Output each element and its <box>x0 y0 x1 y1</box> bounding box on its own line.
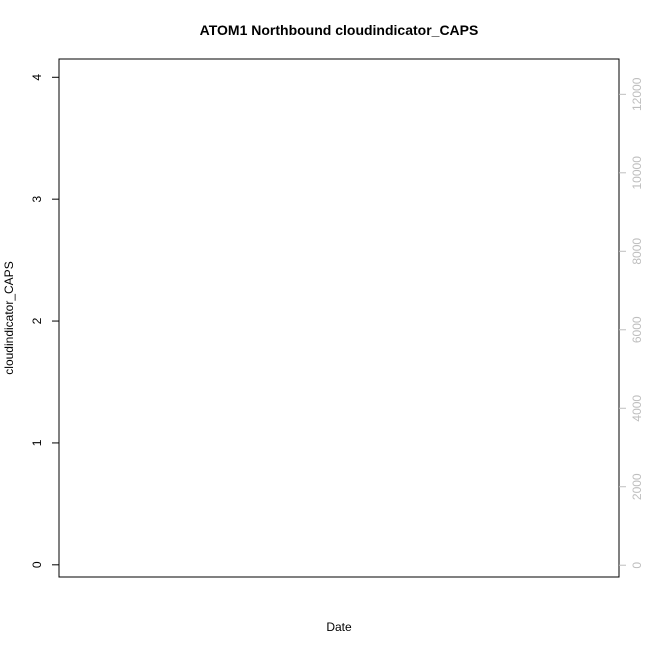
y-tick-label: 1 <box>30 439 44 446</box>
y2-tick-label: 6000 <box>630 316 644 343</box>
y2-tick-label: 0 <box>630 562 644 569</box>
y-tick-label: 2 <box>30 317 44 324</box>
y-tick-label: 4 <box>30 74 44 81</box>
y-tick-label: 3 <box>30 196 44 203</box>
y2-tick-label: 2000 <box>630 473 644 500</box>
y2-tick-label: 12000 <box>630 77 644 111</box>
plot-frame <box>58 58 620 578</box>
y-tick-label: 0 <box>30 561 44 568</box>
y2-tick-label: 8000 <box>630 238 644 265</box>
y2-tick-label: 10000 <box>630 156 644 190</box>
chart-title: ATOM1 Northbound cloudindicator_CAPS <box>200 22 479 38</box>
axes: Aug 13Aug 15Aug 17Aug 19Aug 210123402000… <box>30 74 644 569</box>
y-axis-label: cloudindicator_CAPS <box>2 261 16 374</box>
x-axis-label: Date <box>326 620 352 634</box>
y2-tick-label: 4000 <box>630 395 644 422</box>
